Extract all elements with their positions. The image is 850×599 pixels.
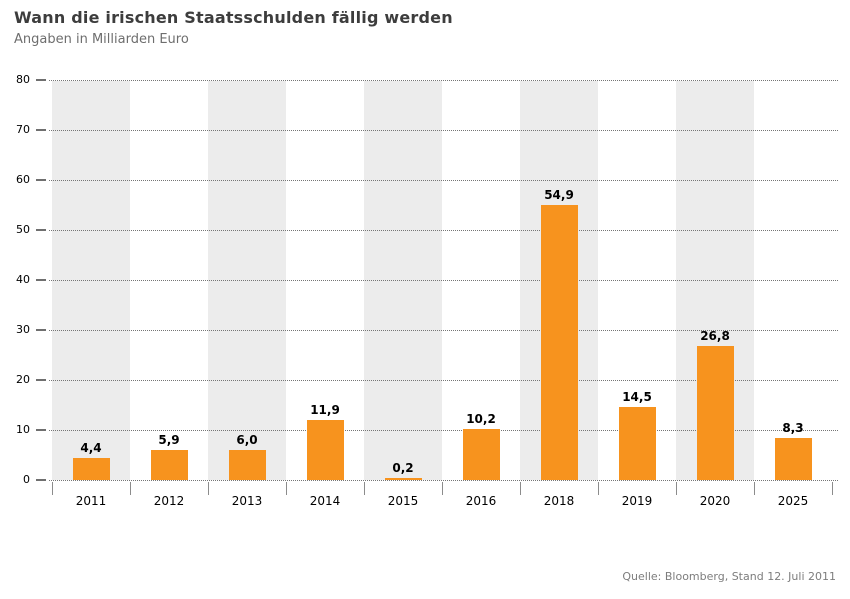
y-tick-mark-40 [36,279,46,281]
y-tick-mark-60 [36,179,46,181]
gridline-0 [49,480,838,481]
y-tick-mark-20 [36,379,46,381]
chart-title: Wann die irischen Staatsschulden fällig … [14,8,453,27]
x-tick-label-2016: 2016 [465,494,497,508]
bar-value-label-2025: 8,3 [782,421,804,435]
y-tick-mark-0 [36,479,46,481]
gridline-10 [49,430,838,431]
gridline-80 [49,80,838,81]
bar-2011 [73,458,110,480]
y-tick-label-10: 10 [16,423,30,436]
y-tick-mark-50 [36,229,46,231]
bar-value-label-2014: 11,9 [310,403,340,417]
x-tick-mark-9 [754,482,755,495]
x-tick-mark-8 [676,482,677,495]
y-tick-label-0: 0 [23,473,30,486]
bar-2012 [151,450,188,480]
x-tick-mark-10 [832,482,833,495]
y-tick-label-70: 70 [16,123,30,136]
bar-2018 [541,205,578,480]
bar-value-label-2018: 54,9 [544,188,574,202]
y-tick-mark-30 [36,329,46,331]
gridline-60 [49,180,838,181]
x-tick-mark-0 [52,482,53,495]
x-tick-label-2014: 2014 [309,494,341,508]
x-tick-label-2015: 2015 [387,494,419,508]
bar-2014 [307,420,344,480]
bar-2020 [697,346,734,480]
x-tick-label-2012: 2012 [153,494,185,508]
y-tick-mark-70 [36,129,46,131]
bar-value-label-2020: 26,8 [700,329,730,343]
bar-value-label-2011: 4,4 [80,441,102,455]
x-tick-mark-6 [520,482,521,495]
gridline-50 [49,230,838,231]
x-tick-label-2020: 2020 [699,494,731,508]
bar-value-label-2019: 14,5 [622,390,652,404]
x-tick-mark-4 [364,482,365,495]
bar-value-label-2013: 6,0 [236,433,258,447]
y-tick-mark-80 [36,79,46,81]
x-tick-label-2019: 2019 [621,494,653,508]
x-tick-label-2013: 2013 [231,494,263,508]
bar-2019 [619,407,656,480]
bar-2013 [229,450,266,480]
x-tick-label-2018: 2018 [543,494,575,508]
x-tick-mark-5 [442,482,443,495]
y-tick-label-40: 40 [16,273,30,286]
gridline-30 [49,330,838,331]
x-tick-mark-3 [286,482,287,495]
y-tick-mark-10 [36,429,46,431]
x-tick-mark-7 [598,482,599,495]
bar-value-label-2016: 10,2 [466,412,496,426]
x-tick-label-2025: 2025 [777,494,809,508]
gridline-40 [49,280,838,281]
gridline-20 [49,380,838,381]
y-tick-label-20: 20 [16,373,30,386]
gridline-70 [49,130,838,131]
bar-2016 [463,429,500,480]
source-note: Quelle: Bloomberg, Stand 12. Juli 2011 [622,570,836,583]
x-tick-mark-1 [130,482,131,495]
bar-value-label-2015: 0,2 [392,461,414,475]
y-tick-label-50: 50 [16,223,30,236]
y-tick-label-80: 80 [16,73,30,86]
bar-2015 [385,478,422,480]
chart-subtitle: Angaben in Milliarden Euro [14,32,189,47]
y-tick-label-60: 60 [16,173,30,186]
x-tick-mark-2 [208,482,209,495]
plot-area: 4,4 5,9 6,0 11,9 0,2 10,2 54,9 14,5 26,8 8,3 [49,80,838,481]
y-tick-label-30: 30 [16,323,30,336]
bar-value-label-2012: 5,9 [158,433,180,447]
x-tick-label-2011: 2011 [75,494,107,508]
bar-2025 [775,438,812,480]
